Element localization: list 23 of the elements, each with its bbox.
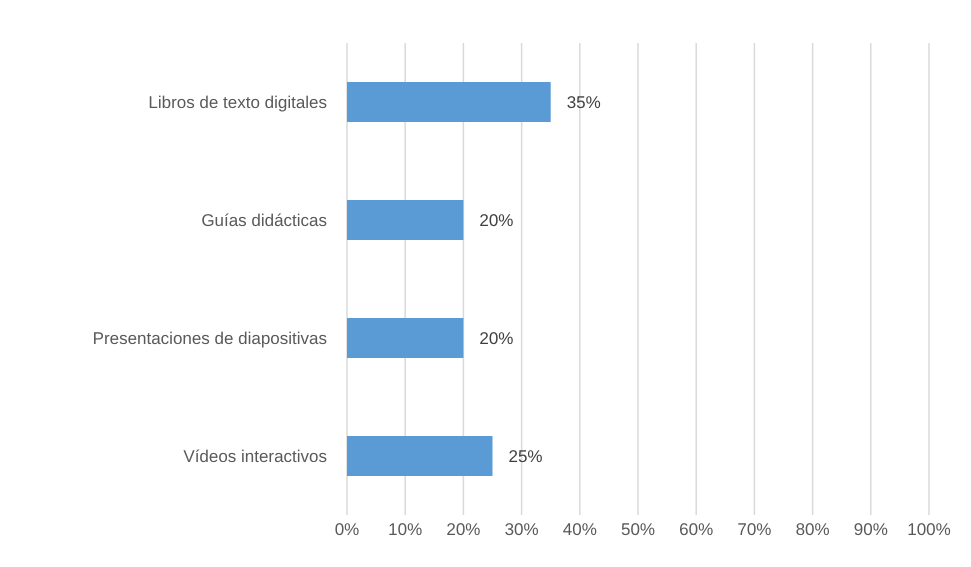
x-tick-label: 0% (334, 520, 360, 540)
y-tick-label: Guías didácticas (201, 211, 327, 230)
data-label: 25% (508, 447, 543, 466)
x-tick-label: 100% (907, 520, 951, 540)
x-tick-label: 80% (796, 520, 830, 540)
x-tick-label: 30% (504, 520, 539, 540)
bar (347, 318, 464, 358)
bar (347, 436, 492, 476)
data-label: 20% (479, 329, 514, 348)
data-label: 35% (566, 93, 601, 112)
x-tick-label: 60% (679, 520, 714, 540)
x-tick-label: 20% (446, 520, 480, 540)
x-tick-label: 70% (737, 520, 772, 540)
y-tick-label: Presentaciones de diapositivas (92, 329, 327, 348)
bar (347, 200, 464, 240)
data-label: 20% (479, 211, 514, 230)
x-tick-label: 90% (854, 520, 888, 540)
x-tick-label: 50% (620, 520, 656, 540)
x-tick-label: 10% (388, 520, 422, 540)
bar (347, 82, 551, 122)
y-tick-label: Libros de texto digitales (148, 93, 327, 112)
y-tick-label: Vídeos interactivos (183, 447, 327, 466)
x-tick-label: 40% (562, 520, 597, 540)
